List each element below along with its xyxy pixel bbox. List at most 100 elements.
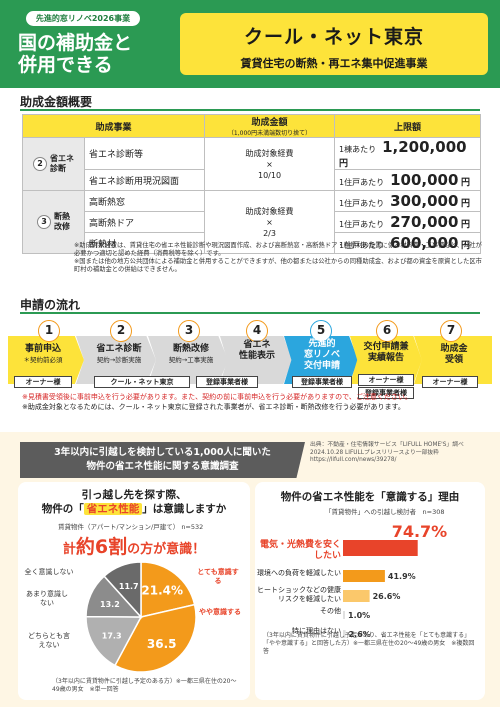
flow-step-title: 窓リノベ <box>303 350 340 360</box>
flow-step-title: 実績報告 <box>367 353 404 363</box>
flow-note-warning: ※見積書受領後に事前申込を行う必要があります。また、契約の前に事前申込を行う必要… <box>22 393 412 401</box>
actor-registered: 登録事業者様 <box>358 387 414 399</box>
limit-cell: 1棟あたり 1,200,000 円 <box>334 137 482 170</box>
bar-environment <box>343 570 385 582</box>
limit-unit: 円 <box>460 178 470 188</box>
header-title-line1: 国の補助金と <box>18 32 133 54</box>
flow-step-title: 助成金 <box>440 344 468 354</box>
header-banner: 先進的窓リノベ2026事業 国の補助金と 併用できる クール・ネット東京 賃貸住… <box>0 0 500 88</box>
actor-owner: オーナー様 <box>358 374 414 386</box>
flow-step-number: 2 <box>110 320 132 342</box>
limit-unit: 円 <box>460 220 470 230</box>
flow-heading: 申請の流れ <box>20 298 81 312</box>
flow-step-title-6: 交付申請兼 実績報告 <box>354 342 418 364</box>
bar-sample: 「賃貸物件」への引越し検討者 n=308 <box>325 508 445 516</box>
pie-label-very: とても意識する <box>197 568 239 585</box>
header-title-line2: 併用できる <box>18 54 113 76</box>
item-name: 断熱材 <box>83 232 206 254</box>
pie-claim: 計約6割の方が意識！ <box>18 532 250 559</box>
pie-slice-very <box>140 561 196 618</box>
flow-step-sub: 契約→診断実施 <box>96 356 142 364</box>
table-header-row: 助成事業 助成金額 （1,000円未満端数切り捨て） 上限額 <box>21 114 482 138</box>
calc-formula: 助成対象経費 × 2/3 <box>204 190 336 254</box>
calc-line1: 助成対象経費 <box>245 206 294 216</box>
flow-step-number: 5 <box>310 320 332 342</box>
flow-step-title-5: 先進的 窓リノベ 交付申請 <box>290 339 354 372</box>
actor-registered: 登録事業者様 <box>292 376 352 388</box>
limit-unit: 円 <box>460 241 470 251</box>
pie-label-somewhat: やや意識する <box>199 608 241 616</box>
item-name: 高断熱ドア <box>83 211 206 233</box>
limit-amount: 300,000 <box>390 192 459 210</box>
limit-cell: 1住戸あたり 270,000 円 <box>334 211 482 233</box>
subsidy-table: 助成事業 助成金額 （1,000円未満端数切り捨て） 上限額 2省エネ 診断 省エ… <box>21 114 482 254</box>
subsidy-heading: 助成金額概要 <box>20 95 93 109</box>
flow-step-sub: 契約→工事実施 <box>168 356 214 364</box>
col-project: 助成事業 <box>21 114 206 138</box>
pie-question: 引っ越し先を探す際、 物件の「 省エネ性能 」は意識しますか <box>18 488 250 516</box>
calc-line3: 2/3 <box>263 228 276 238</box>
col-limit: 上限額 <box>334 114 482 138</box>
table-row: 断熱材 1住戸あたり 600,000 円 <box>23 232 482 254</box>
item-name: 高断熱窓 <box>83 190 206 212</box>
flow-step-title: 省エネ <box>243 340 271 350</box>
pie-question-line1: 引っ越し先を探す際、 <box>81 489 187 501</box>
limit-cell: 1住戸あたり 300,000 円 <box>334 190 482 212</box>
category-label: 断熱 改修 <box>54 212 70 232</box>
survey-card-awareness: 引っ越し先を探す際、 物件の「 省エネ性能 」は意識しますか 賃貸物件（アパート/マ… <box>18 482 250 700</box>
flow-step-number: 7 <box>440 320 462 342</box>
calc-line1: 助成対象経費 <box>245 148 294 158</box>
bar-cost <box>343 540 418 556</box>
bar-value-label: 74.7% <box>392 522 448 541</box>
bar-label-health: ヒートショックなどの健康リスクを軽減したい <box>257 586 341 603</box>
pie-label-not-at-all: 全く意識しない <box>24 568 74 576</box>
pie-sample: 賃貸物件（アパート/マンション/戸建て） n=532 <box>58 523 204 531</box>
calc-line2: × <box>266 217 273 227</box>
limit-amount: 100,000 <box>390 171 459 189</box>
limit-amount: 270,000 <box>390 213 459 231</box>
limit-per: 1住戸あたり <box>339 199 385 208</box>
subsidy-note-1: ※助成対象経費は、賃貸住宅の省エネ性能診断や現況図面作成、および高断熱窓・高断熱… <box>74 242 482 257</box>
pie-value-label: 21.4% <box>141 583 183 597</box>
flow-step-title: 交付申請兼 <box>363 342 409 352</box>
category-energy-diagnosis: 2省エネ 診断 <box>22 137 85 191</box>
header-box: クール・ネット東京 賃貸住宅の断熱・再エネ集中促進事業 <box>180 13 488 75</box>
bar-other <box>343 611 345 619</box>
limit-per: 1棟あたり <box>339 145 377 154</box>
calc-formula: 助成対象経費 × 10/10 <box>204 137 336 191</box>
bar-footnote: （3年以内に賃貸物件に引越し予定があり、省エネ性能を「とても意識する」「やや意識… <box>263 632 475 655</box>
pie-question-pre: 物件の「 <box>41 503 84 515</box>
flow-step-title: 事前申込 <box>24 344 61 354</box>
flow-step-title: 性能表示 <box>238 351 275 361</box>
awareness-pie-chart: 21.4% 36.5 17.3 13.2 11.7 <box>85 561 197 673</box>
flow-step-title-1: 事前申込 ＊契約前必須 <box>10 344 76 366</box>
bar-none <box>343 630 346 638</box>
flow-step-title: 断熱改修 <box>172 344 209 354</box>
pie-slice-neither <box>85 615 143 667</box>
pie-claim-big: 約6割 <box>75 536 128 558</box>
limit-per: 1住戸あたり <box>339 241 385 250</box>
pie-slice-not-at-all <box>103 561 142 619</box>
table-row: 3断熱 改修 高断熱窓 助成対象経費 × 2/3 1住戸あたり 300,000 円 <box>22 190 482 254</box>
bar-label-other: その他 <box>320 607 341 615</box>
flow-step-title: 交付申請 <box>303 361 340 371</box>
bar-label-environment: 環境への負荷を軽減したい <box>257 569 341 577</box>
bar-value-label: 2.6% <box>349 630 371 639</box>
pie-value-label: 13.2 <box>100 600 120 609</box>
category-label: 省エネ 診断 <box>50 154 74 174</box>
header-box-title: クール・ネット東京 <box>243 26 424 48</box>
category-label-line1: 省エネ <box>50 154 74 163</box>
pie-value-label: 11.7 <box>119 582 139 591</box>
limit-unit: 円 <box>339 159 349 169</box>
subsidy-heading-line <box>20 109 480 111</box>
item-name: 省エネ診断用現況図面 <box>83 169 206 191</box>
program-badge: 先進的窓リノベ2026事業 <box>26 11 140 26</box>
flow-step-title: 受領 <box>444 355 463 365</box>
calc-line3: 10/10 <box>257 170 282 180</box>
table-row: 省エネ診断用現況図面 1住戸あたり 100,000 円 <box>23 169 482 191</box>
col-amount-note: （1,000円未満端数切り捨て） <box>227 130 312 137</box>
actor-owner: オーナー様 <box>14 376 72 388</box>
limit-cell: 1住戸あたり 100,000 円 <box>334 169 482 191</box>
limit-per: 1住戸あたり <box>339 178 385 187</box>
header-title: 国の補助金と 併用できる <box>18 32 168 76</box>
